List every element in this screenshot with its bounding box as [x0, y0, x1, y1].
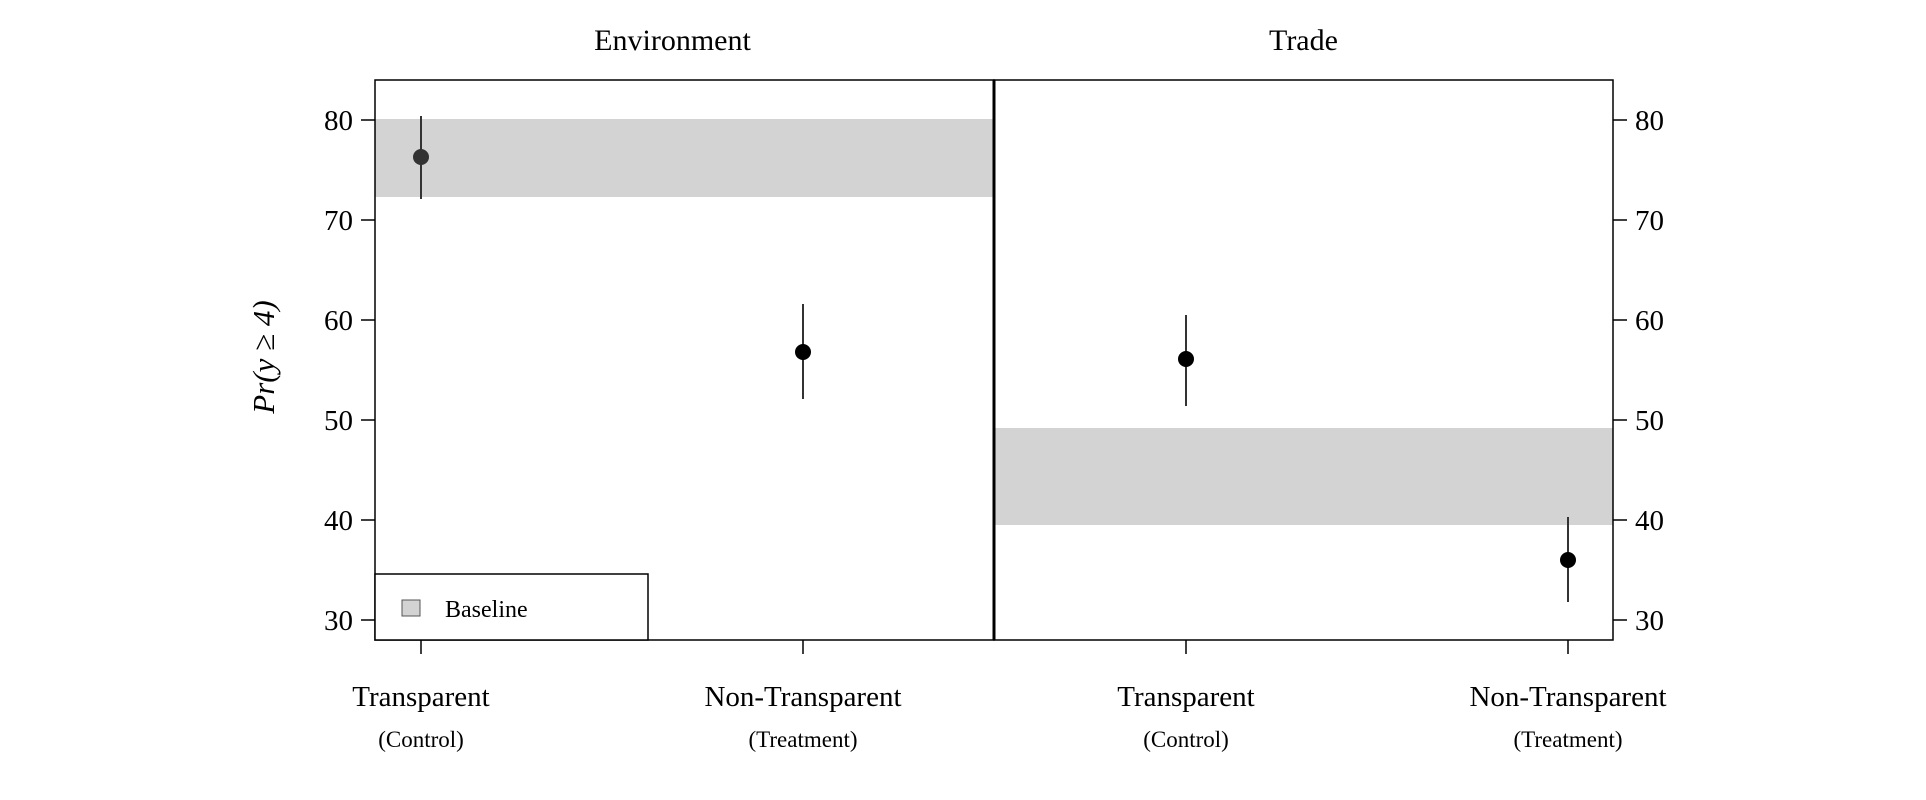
- y-tick-label-right: 80: [1635, 105, 1664, 137]
- legend-swatch: [401, 599, 421, 617]
- y-tick-label-right: 70: [1635, 205, 1664, 237]
- y-tick-label-left: 30: [324, 605, 353, 637]
- chart-marks: 30 30 40 40 50 50 60 60 70 70 80 80 Transparent (Cont…: [324, 105, 1667, 752]
- data-point: [1560, 552, 1576, 568]
- y-tick-label-left: 70: [324, 205, 353, 237]
- x-category-label: Transparent: [352, 681, 489, 713]
- y-axis-label: Pr(y ≥ 4): [246, 300, 281, 414]
- legend: Baseline: [374, 573, 649, 641]
- y-tick-label-left: 50: [324, 405, 353, 437]
- x-category-label: Non-Transparent: [1469, 681, 1666, 713]
- y-tick-label-right: 30: [1635, 605, 1664, 637]
- x-category-sublabel: (Treatment): [748, 727, 857, 752]
- x-category-label: Non-Transparent: [704, 681, 901, 713]
- y-tick-label-right: 40: [1635, 505, 1664, 537]
- x-category-sublabel: (Treatment): [1513, 727, 1622, 752]
- data-point: [795, 344, 811, 360]
- legend-label-baseline: Baseline: [445, 597, 528, 623]
- y-tick-label-right: 60: [1635, 305, 1664, 337]
- y-tick-label-left: 80: [324, 105, 353, 137]
- data-point: [413, 149, 429, 165]
- y-tick-label-left: 40: [324, 505, 353, 537]
- y-tick-label-right: 50: [1635, 405, 1664, 437]
- baseline-band-trade: [994, 428, 1613, 525]
- panel-title-trade: Trade: [1269, 24, 1338, 57]
- panel-title-environment: Environment: [594, 24, 751, 57]
- x-category-label: Transparent: [1117, 681, 1254, 713]
- y-tick-label-left: 60: [324, 305, 353, 337]
- x-category-sublabel: (Control): [1143, 727, 1229, 752]
- x-category-sublabel: (Control): [378, 727, 464, 752]
- baseline-band-environment: [375, 119, 994, 197]
- data-point: [1178, 351, 1194, 367]
- panel-frame-trade: [993, 79, 1614, 641]
